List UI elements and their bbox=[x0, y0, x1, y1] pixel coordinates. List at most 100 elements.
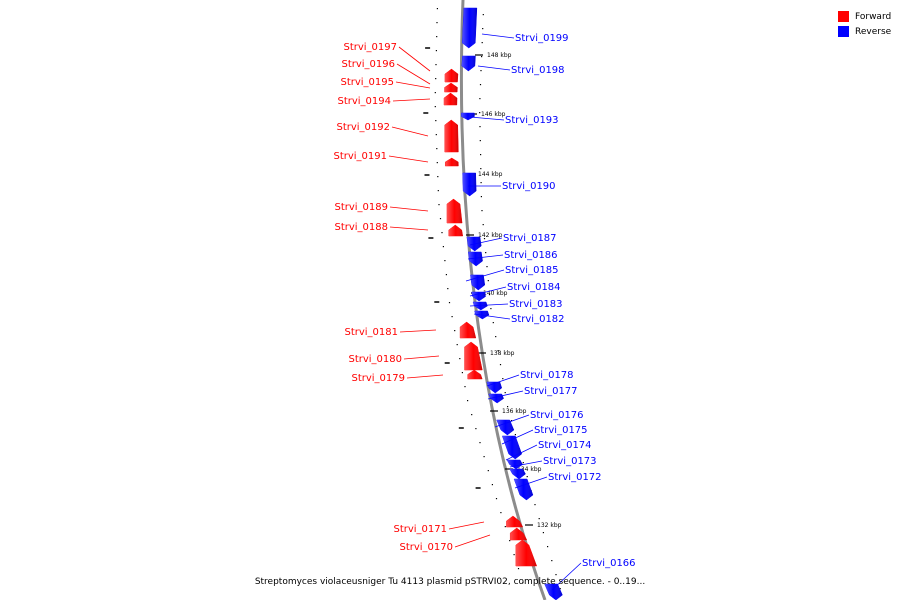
forward-leader-line bbox=[398, 46, 431, 72]
ruler-dot bbox=[522, 462, 524, 464]
forward-gene-label[interactable]: Strvi_0194 bbox=[337, 96, 391, 107]
ruler-dot bbox=[448, 302, 451, 304]
ruler-dot bbox=[538, 518, 540, 520]
tick-label: 144 kbp bbox=[478, 171, 503, 178]
ruler-dot bbox=[500, 512, 502, 514]
reverse-gene-label[interactable]: Strvi_0184 bbox=[507, 282, 561, 293]
ruler-dot bbox=[464, 386, 466, 388]
forward-leader-line bbox=[396, 63, 431, 85]
ruler-dot bbox=[434, 106, 436, 108]
ruler-dot bbox=[559, 588, 561, 590]
ruler-dot bbox=[487, 280, 489, 282]
forward-gene-label[interactable]: Strvi_0170 bbox=[399, 542, 453, 553]
reverse-gene-label[interactable]: Strvi_0187 bbox=[503, 233, 557, 244]
reverse-gene-label[interactable]: Strvi_0178 bbox=[520, 370, 574, 381]
ruler-dot bbox=[510, 420, 513, 422]
ruler-dot bbox=[471, 414, 473, 416]
reverse-gene-label[interactable]: Strvi_0174 bbox=[538, 440, 592, 451]
ruler-dot bbox=[482, 14, 484, 16]
ruler-dot bbox=[437, 190, 439, 192]
gene-shading bbox=[445, 158, 459, 166]
tick-label: 146 kbp bbox=[481, 111, 506, 118]
forward-gene-label[interactable]: Strvi_0189 bbox=[334, 202, 388, 213]
reverse-gene-label[interactable]: Strvi_0185 bbox=[505, 265, 559, 276]
ruler-dot bbox=[490, 308, 492, 310]
reverse-gene-label[interactable]: Strvi_0166 bbox=[582, 558, 636, 569]
ruler-dot bbox=[479, 442, 481, 444]
reverse-gene-label[interactable]: Strvi_0176 bbox=[530, 410, 584, 421]
gene-shading bbox=[544, 584, 563, 600]
gene-shading bbox=[509, 469, 526, 479]
ruler-dot bbox=[480, 70, 482, 72]
ruler-dot bbox=[435, 64, 437, 66]
reverse-gene-label[interactable]: Strvi_0173 bbox=[543, 456, 597, 467]
forward-leader-line bbox=[388, 155, 429, 163]
forward-gene-label[interactable]: Strvi_0191 bbox=[333, 151, 387, 162]
reverse-gene-label[interactable]: Strvi_0175 bbox=[534, 425, 588, 436]
ruler-dot bbox=[461, 372, 463, 374]
forward-leader-line bbox=[395, 81, 431, 89]
gene-shading bbox=[461, 56, 476, 71]
ruler-dot bbox=[434, 92, 436, 94]
ruler-dot bbox=[437, 176, 439, 178]
ruler-dot bbox=[547, 546, 549, 548]
reverse-gene-label[interactable]: Strvi_0177 bbox=[524, 386, 578, 397]
ruler-dot bbox=[479, 140, 481, 142]
forward-gene-label[interactable]: Strvi_0180 bbox=[348, 354, 402, 365]
ruler-dot bbox=[480, 196, 482, 198]
ruler-dot bbox=[454, 330, 456, 332]
forward-leader-line bbox=[403, 355, 440, 360]
ruler-dot bbox=[555, 574, 557, 576]
legend-reverse-label: Reverse bbox=[855, 26, 892, 37]
ruler-dot bbox=[514, 434, 516, 436]
reverse-leader-line bbox=[551, 562, 582, 591]
reverse-leader-line bbox=[481, 33, 515, 39]
reverse-gene-label[interactable]: Strvi_0199 bbox=[515, 33, 569, 44]
forward-gene-label[interactable]: Strvi_0196 bbox=[341, 59, 395, 70]
forward-gene-label[interactable]: Strvi_0181 bbox=[344, 327, 398, 338]
reverse-gene-label[interactable]: Strvi_0182 bbox=[511, 314, 565, 325]
forward-gene-label[interactable]: Strvi_0197 bbox=[343, 42, 397, 53]
tick-label: 138 kbp bbox=[490, 350, 515, 357]
forward-gene-label[interactable]: Strvi_0192 bbox=[336, 122, 390, 133]
reverse-gene-label[interactable]: Strvi_0198 bbox=[511, 65, 565, 76]
reverse-gene-label[interactable]: Strvi_0193 bbox=[505, 115, 559, 126]
ruler-dot bbox=[513, 554, 515, 556]
forward-gene-label[interactable]: Strvi_0179 bbox=[351, 373, 405, 384]
reverse-gene-label[interactable]: Strvi_0190 bbox=[502, 181, 556, 192]
ruler-dot bbox=[435, 78, 437, 80]
forward-gene-label[interactable]: Strvi_0171 bbox=[393, 524, 447, 535]
ruler-dot bbox=[480, 154, 482, 156]
forward-gene-label[interactable]: Strvi_0188 bbox=[334, 222, 388, 233]
gene-shading bbox=[471, 292, 486, 301]
legend-reverse: Reverse bbox=[838, 24, 891, 39]
legend-forward-swatch bbox=[838, 11, 849, 22]
forward-leader-line bbox=[392, 98, 431, 102]
forward-leader-line bbox=[454, 534, 491, 548]
ruler-dot bbox=[436, 22, 438, 24]
reverse-leader-line bbox=[505, 444, 538, 461]
ruler-dot bbox=[481, 210, 483, 212]
ruler-dot bbox=[456, 344, 458, 346]
ruler-dot bbox=[436, 36, 438, 38]
ruler-dot bbox=[485, 252, 487, 254]
tick-label: 136 kbp bbox=[502, 408, 527, 415]
legend-forward-label: Forward bbox=[855, 11, 892, 22]
gene-shading bbox=[460, 322, 476, 338]
ruler-dot bbox=[488, 294, 491, 296]
ruler-dot bbox=[442, 246, 444, 248]
gene-shading bbox=[444, 69, 458, 82]
ruler-dot bbox=[479, 84, 482, 86]
ruler-dot bbox=[435, 134, 437, 136]
forward-leader-line bbox=[391, 126, 429, 137]
ruler-dot bbox=[502, 378, 504, 380]
reverse-leader-line bbox=[486, 374, 520, 387]
ruler-dot bbox=[481, 56, 483, 58]
reverse-gene-label[interactable]: Strvi_0172 bbox=[548, 472, 602, 483]
ruler-dot bbox=[479, 98, 481, 100]
reverse-gene-label[interactable]: Strvi_0183 bbox=[509, 299, 563, 310]
forward-gene-label[interactable]: Strvi_0195 bbox=[340, 77, 394, 88]
ruler-dot bbox=[504, 526, 506, 528]
reverse-gene-label[interactable]: Strvi_0186 bbox=[504, 250, 558, 261]
ruler-dot bbox=[526, 476, 528, 478]
